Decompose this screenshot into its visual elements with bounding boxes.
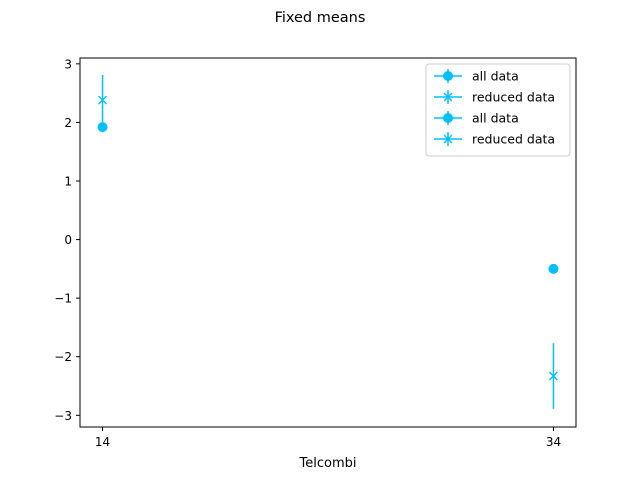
y-tick-label: −2 (54, 350, 72, 364)
y-tick-label: 1 (64, 175, 72, 189)
data-point (548, 263, 559, 274)
y-tick-label: 0 (64, 233, 72, 247)
data-marks (97, 74, 559, 409)
data-point (98, 95, 108, 105)
data-point (443, 71, 453, 81)
x-axis: 14 34 (95, 427, 561, 449)
legend-item: reduced data (434, 90, 555, 105)
legend-item: reduced data (434, 132, 555, 147)
y-tick-label: −1 (54, 292, 72, 306)
legend-item: all data (434, 111, 519, 126)
data-point (443, 92, 453, 102)
legend-item: all data (434, 69, 519, 84)
y-axis: −3 −2 −1 0 1 2 3 (54, 57, 80, 423)
data-point (443, 134, 453, 144)
legend-label: all data (472, 69, 519, 84)
plot-area (79, 57, 577, 428)
legend-label: reduced data (472, 90, 555, 105)
legend-label: all data (472, 111, 519, 126)
legend-label: reduced data (472, 132, 555, 147)
data-point (548, 371, 558, 381)
data-point (443, 113, 453, 123)
x-tick-label: 34 (546, 435, 561, 449)
y-tick-label: 2 (64, 116, 72, 130)
y-tick-label: −3 (54, 409, 72, 423)
chart-title: Fixed means (275, 10, 366, 26)
x-axis-label: Telcombi (299, 456, 357, 471)
legend: all data reduced data all data reduced data (425, 63, 571, 157)
legend-box (425, 63, 571, 157)
y-tick-label: 3 (64, 57, 72, 71)
x-tick-label: 14 (95, 435, 110, 449)
